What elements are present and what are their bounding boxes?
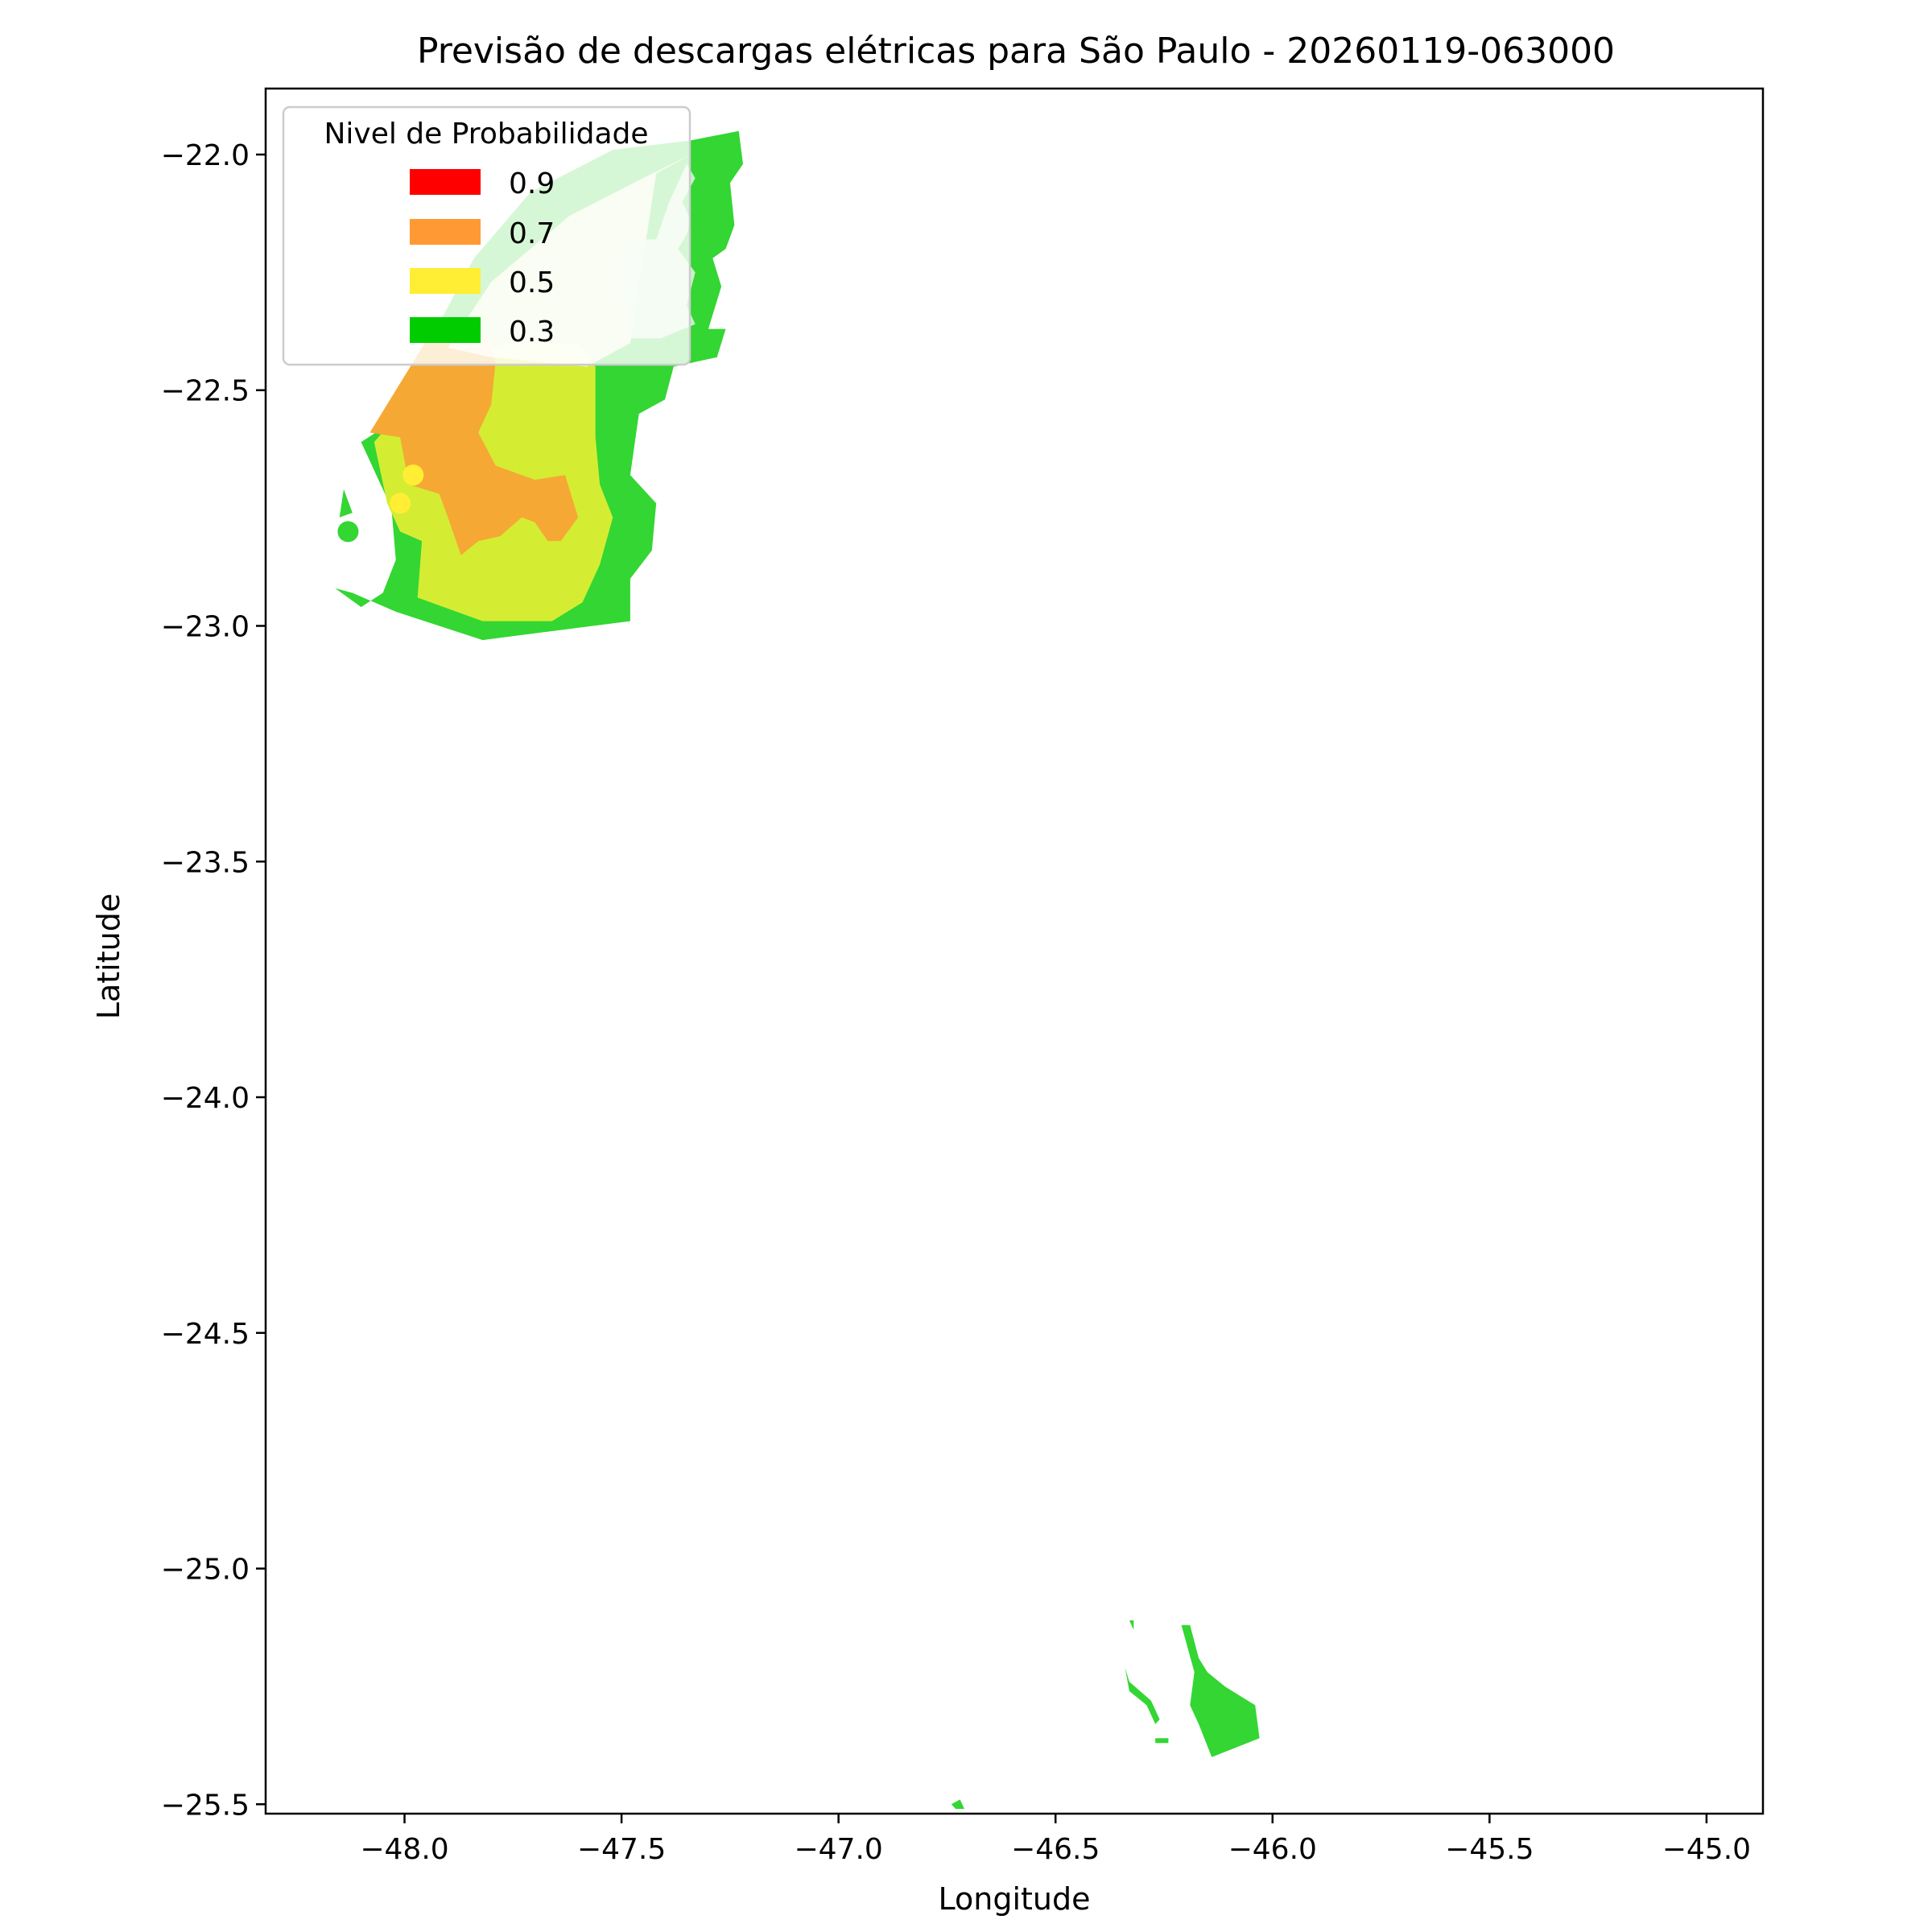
x-tick-label: −48.0 <box>360 1833 448 1866</box>
probability-region-0-3-8 <box>1129 1620 1134 1630</box>
x-tick-label: −45.5 <box>1445 1833 1534 1866</box>
chart-title: Previsão de descargas elétricas para São… <box>417 31 1615 72</box>
probability-region-0-3-7 <box>1181 1624 1260 1757</box>
y-tick-label: −24.0 <box>161 1082 250 1115</box>
x-axis-ticks: −48.0 −47.5 −47.0 −46.5 −46.0 −45.5 −45.0 <box>360 1814 1751 1866</box>
y-tick-label: −23.0 <box>161 610 250 643</box>
y-tick-label: −22.5 <box>161 375 250 408</box>
x-tick-label: −47.5 <box>577 1833 666 1866</box>
x-tick-label: −45.0 <box>1662 1833 1751 1866</box>
probability-marker-2 <box>337 521 359 543</box>
y-axis-ticks: −22.0 −22.5 −23.0 −23.5 −24.0 −24.5 −25.0 −25.5 <box>161 139 266 1822</box>
legend-box <box>282 105 691 366</box>
legend-swatch-0-3 <box>410 317 481 343</box>
legend-swatch-0-5 <box>410 268 481 294</box>
y-tick-label: −22.0 <box>161 139 250 172</box>
legend-label-0-9: 0.9 <box>509 167 555 200</box>
y-tick-label: −25.0 <box>161 1554 250 1587</box>
legend-label-0-5: 0.5 <box>509 266 555 299</box>
probability-marker-1 <box>390 493 411 514</box>
probability-marker-0 <box>402 464 424 486</box>
plot-frame <box>264 87 1765 1815</box>
probability-region-0-3-5 <box>339 489 353 518</box>
y-tick-label: −23.5 <box>161 846 250 879</box>
legend-title: Nivel de Probabilidade <box>324 118 648 151</box>
x-tick-label: −47.0 <box>794 1833 882 1866</box>
y-tick-label: −24.5 <box>161 1318 250 1351</box>
probability-region-0-3-10 <box>951 1799 964 1810</box>
legend-swatch-0-9 <box>410 169 481 195</box>
y-tick-label: −25.5 <box>161 1789 250 1822</box>
x-axis-label: Longitude <box>939 1881 1091 1917</box>
probability-region-0-7-2 <box>369 324 579 555</box>
probability-region-0-3-9 <box>1155 1738 1169 1744</box>
legend: Nivel de Probabilidade 0.9 0.7 0.5 0.3 <box>282 105 691 366</box>
y-axis-label: Latitude <box>91 894 126 1019</box>
probability-region-0-3-6 <box>1125 1667 1160 1724</box>
x-tick-label: −46.5 <box>1011 1833 1100 1866</box>
legend-label-0-7: 0.7 <box>509 217 555 250</box>
x-tick-label: −46.0 <box>1228 1833 1317 1866</box>
legend-swatch-0-7 <box>410 219 481 245</box>
probability-markers <box>337 464 424 543</box>
legend-label-0-3: 0.3 <box>509 316 555 349</box>
